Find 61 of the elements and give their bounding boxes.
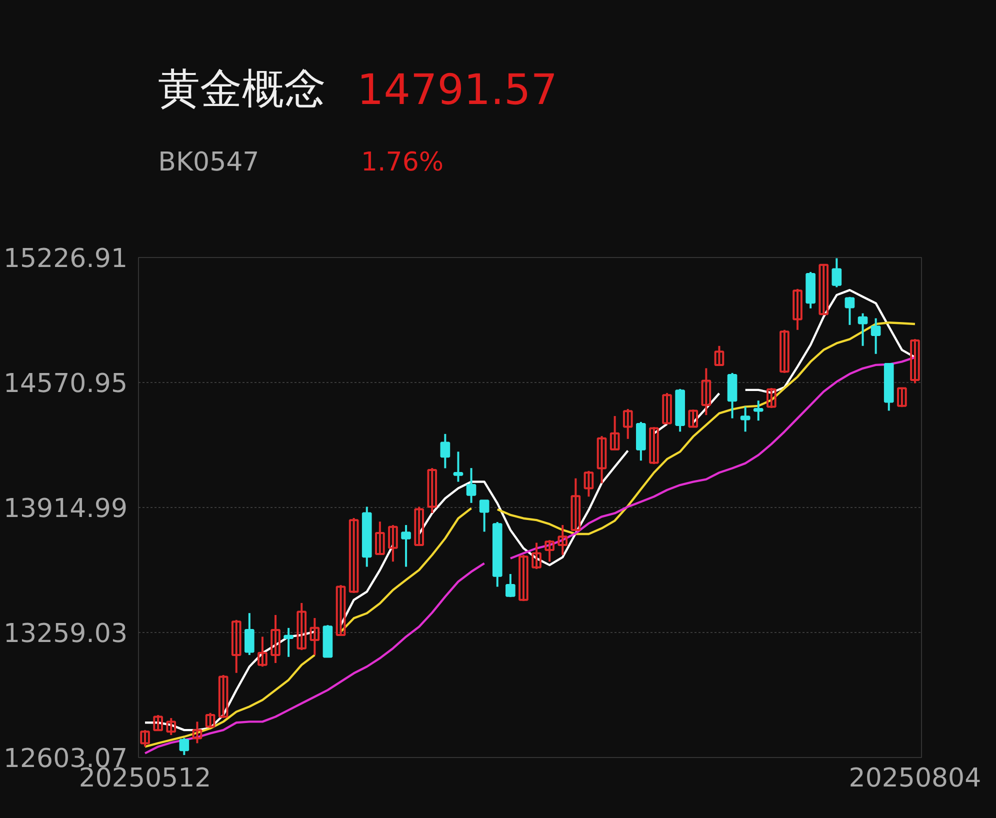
candlestick bbox=[570, 477, 581, 532]
candlestick bbox=[910, 338, 920, 384]
candlestick bbox=[401, 524, 411, 568]
candlestick bbox=[414, 506, 424, 547]
y-tick-label: 14570.95 bbox=[3, 369, 128, 399]
candlestick bbox=[701, 367, 712, 416]
text: 1.76% bbox=[360, 148, 444, 178]
candlestick bbox=[479, 499, 490, 533]
candlestick bbox=[231, 618, 242, 674]
candlestick bbox=[662, 392, 672, 426]
candlestick bbox=[153, 714, 163, 732]
candlestick bbox=[388, 524, 398, 563]
y-tick-label: 15226.91 bbox=[3, 244, 128, 274]
candlestick bbox=[532, 542, 542, 570]
candlestick bbox=[336, 584, 346, 637]
candlestick bbox=[897, 386, 907, 408]
candlestick bbox=[858, 312, 868, 347]
candlestick bbox=[714, 344, 724, 367]
candlestick bbox=[375, 520, 385, 556]
candlestick bbox=[740, 406, 750, 433]
candlestick bbox=[310, 617, 320, 656]
candlestick bbox=[166, 717, 176, 736]
candlestick bbox=[205, 712, 216, 729]
candlestick bbox=[649, 426, 659, 466]
candlestick bbox=[792, 288, 802, 331]
candlestick bbox=[284, 626, 294, 658]
y-tick-label: 13914.99 bbox=[3, 494, 128, 524]
candlestick bbox=[179, 737, 190, 756]
candlestick bbox=[244, 612, 254, 656]
candlestick bbox=[584, 470, 594, 498]
candlestick bbox=[427, 467, 438, 514]
candlestick bbox=[140, 729, 150, 748]
candlestick bbox=[466, 467, 476, 504]
candlestick bbox=[870, 317, 881, 355]
candlestick bbox=[558, 524, 568, 556]
candlestick bbox=[192, 720, 202, 744]
candlestick bbox=[544, 539, 554, 563]
chart-title: 黄金概念 bbox=[158, 64, 326, 113]
candlestick bbox=[440, 432, 450, 470]
x-tick-label: 20250804 bbox=[848, 764, 982, 794]
candlestick bbox=[832, 258, 842, 288]
candlestick bbox=[844, 296, 855, 326]
candlestick bbox=[753, 400, 764, 422]
candlestick bbox=[453, 450, 464, 483]
candlestick bbox=[518, 554, 528, 602]
candlestick bbox=[258, 636, 268, 668]
y-tick-label: 13259.03 bbox=[3, 619, 128, 649]
chart-subtitle: BK0547 bbox=[158, 148, 260, 178]
candlestick bbox=[296, 602, 307, 652]
candlestick bbox=[610, 415, 620, 451]
candlestick bbox=[348, 516, 359, 594]
candlestick bbox=[270, 614, 280, 664]
candlestick bbox=[818, 262, 829, 316]
text: 14791.57 bbox=[357, 65, 558, 114]
candlestick bbox=[596, 435, 607, 484]
candlestick bbox=[218, 674, 228, 720]
candlestick bbox=[622, 408, 633, 440]
candlestick bbox=[506, 573, 516, 598]
candlestick bbox=[780, 328, 790, 374]
candlestick bbox=[688, 408, 698, 428]
candlestick bbox=[766, 387, 776, 410]
